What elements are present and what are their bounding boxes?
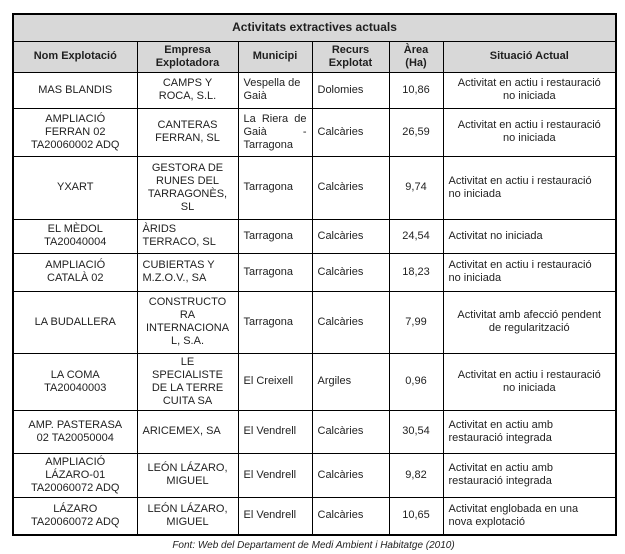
cell-municipi: Vespella de Gaià	[237, 71, 313, 109]
cell-situacio-actual: Activitat en actiu amb restauració integ…	[442, 452, 617, 498]
col-header-situacio-actual: Situació Actual	[442, 40, 617, 73]
cell-empresa-explotadora: CONSTRUCTO RA INTERNACIONA L, S.A.	[136, 290, 239, 354]
cell-empresa-explotadora: CAMPS Y ROCA, S.L.	[136, 71, 239, 109]
cell-nom-explotacio: YXART	[12, 155, 138, 220]
table-row: AMPLIACIÓ FERRAN 02 TA20060002 ADQ CANTE…	[12, 107, 617, 157]
cell-area-ha: 7,99	[388, 290, 444, 354]
cell-empresa-explotadora: LE SPECIALISTE DE LA TERRE CUITA SA	[136, 352, 239, 411]
cell-situacio-actual: Activitat englobada en una nova explotac…	[442, 496, 617, 536]
cell-empresa-explotadora: CANTERAS FERRAN, SL	[136, 107, 239, 157]
cell-municipi: El Vendrell	[237, 452, 313, 498]
column-header-row: Nom Explotació Empresa Explotadora Munic…	[12, 40, 617, 73]
table-row: EL MÈDOL TA20040004 ÀRIDS TERRACO, SL Ta…	[12, 218, 617, 254]
activities-table: Activitats extractives actuals Nom Explo…	[12, 13, 618, 536]
cell-empresa-explotadora: GESTORA DE RUNES DEL TARRAGONÈS, SL	[136, 155, 239, 220]
col-header-area-ha: Àrea (Ha)	[388, 40, 444, 73]
cell-nom-explotacio: LA BUDALLERA	[12, 290, 138, 354]
cell-situacio-actual: Activitat en actiu i restauració no inic…	[442, 155, 617, 220]
table-row: LA COMA TA20040003 LE SPECIALISTE DE LA …	[12, 352, 617, 411]
cell-recurs-explotat: Calcàries	[311, 496, 390, 536]
col-header-recurs-explotat: Recurs Explotat	[311, 40, 390, 73]
cell-empresa-explotadora: ARICEMEX, SA	[136, 409, 239, 454]
table-row: LA BUDALLERA CONSTRUCTO RA INTERNACIONA …	[12, 290, 617, 354]
table-row: AMPLIACIÓ CATALÀ 02 CUBIERTAS Y M.Z.O.V.…	[12, 252, 617, 292]
cell-nom-explotacio: EL MÈDOL TA20040004	[12, 218, 138, 254]
cell-recurs-explotat: Dolomies	[311, 71, 390, 109]
table-row: AMPLIACIÓ LÁZARO-01 TA20060072 ADQ LEÓN …	[12, 452, 617, 498]
table-row: AMP. PASTERASA 02 TA20050004 ARICEMEX, S…	[12, 409, 617, 454]
cell-nom-explotacio: LÁZARO TA20060072 ADQ	[12, 496, 138, 536]
cell-empresa-explotadora: LEÓN LÁZARO, MIGUEL	[136, 496, 239, 536]
table-row: LÁZARO TA20060072 ADQ LEÓN LÁZARO, MIGUE…	[12, 496, 617, 536]
cell-situacio-actual: Activitat amb afecció pendent de regular…	[442, 290, 617, 354]
cell-recurs-explotat: Argiles	[311, 352, 390, 411]
cell-situacio-actual: Activitat en actiu i restauració no inic…	[442, 352, 617, 411]
cell-municipi: El Vendrell	[237, 496, 313, 536]
col-header-empresa-explotadora: Empresa Explotadora	[136, 40, 239, 73]
cell-nom-explotacio: AMPLIACIÓ FERRAN 02 TA20060002 ADQ	[12, 107, 138, 157]
col-header-municipi: Municipi	[237, 40, 313, 73]
cell-municipi: Tarragona	[237, 155, 313, 220]
table-title: Activitats extractives actuals	[12, 13, 617, 42]
cell-situacio-actual: Activitat en actiu amb restauració integ…	[442, 409, 617, 454]
cell-recurs-explotat: Calcàries	[311, 218, 390, 254]
cell-empresa-explotadora: CUBIERTAS Y M.Z.O.V., SA	[136, 252, 239, 292]
cell-municipi: Tarragona	[237, 252, 313, 292]
cell-area-ha: 30,54	[388, 409, 444, 454]
cell-recurs-explotat: Calcàries	[311, 409, 390, 454]
cell-nom-explotacio: AMP. PASTERASA 02 TA20050004	[12, 409, 138, 454]
cell-area-ha: 24,54	[388, 218, 444, 254]
cell-empresa-explotadora: LEÓN LÁZARO, MIGUEL	[136, 452, 239, 498]
cell-nom-explotacio: AMPLIACIÓ LÁZARO-01 TA20060072 ADQ	[12, 452, 138, 498]
cell-situacio-actual: Activitat no iniciada	[442, 218, 617, 254]
cell-area-ha: 10,86	[388, 71, 444, 109]
cell-nom-explotacio: AMPLIACIÓ CATALÀ 02	[12, 252, 138, 292]
cell-area-ha: 10,65	[388, 496, 444, 536]
cell-situacio-actual: Activitat en actiu i restauració no inic…	[442, 107, 617, 157]
cell-situacio-actual: Activitat en actiu i restauració no inic…	[442, 71, 617, 109]
cell-empresa-explotadora: ÀRIDS TERRACO, SL	[136, 218, 239, 254]
cell-situacio-actual: Activitat en actiu i restauració no inic…	[442, 252, 617, 292]
col-header-nom-explotacio: Nom Explotació	[12, 40, 138, 73]
cell-municipi: Tarragona	[237, 290, 313, 354]
cell-recurs-explotat: Calcàries	[311, 155, 390, 220]
cell-area-ha: 9,74	[388, 155, 444, 220]
table-title-row: Activitats extractives actuals	[12, 13, 617, 42]
cell-nom-explotacio: MAS BLANDIS	[12, 71, 138, 109]
cell-recurs-explotat: Calcàries	[311, 452, 390, 498]
table-body: MAS BLANDIS CAMPS Y ROCA, S.L. Vespella …	[12, 71, 617, 536]
cell-recurs-explotat: Calcàries	[311, 107, 390, 157]
source-note: Font: Web del Departament de Medi Ambien…	[172, 540, 455, 551]
cell-municipi: El Vendrell	[237, 409, 313, 454]
cell-area-ha: 18,23	[388, 252, 444, 292]
cell-municipi: Tarragona	[237, 218, 313, 254]
cell-recurs-explotat: Calcàries	[311, 252, 390, 292]
cell-nom-explotacio: LA COMA TA20040003	[12, 352, 138, 411]
table-row: YXART GESTORA DE RUNES DEL TARRAGONÈS, S…	[12, 155, 617, 220]
cell-municipi: El Creixell	[237, 352, 313, 411]
cell-municipi: La Riera de Gaià - Tarragona	[237, 107, 313, 157]
cell-area-ha: 9,82	[388, 452, 444, 498]
cell-area-ha: 26,59	[388, 107, 444, 157]
cell-area-ha: 0,96	[388, 352, 444, 411]
table-row: MAS BLANDIS CAMPS Y ROCA, S.L. Vespella …	[12, 71, 617, 109]
cell-recurs-explotat: Calcàries	[311, 290, 390, 354]
